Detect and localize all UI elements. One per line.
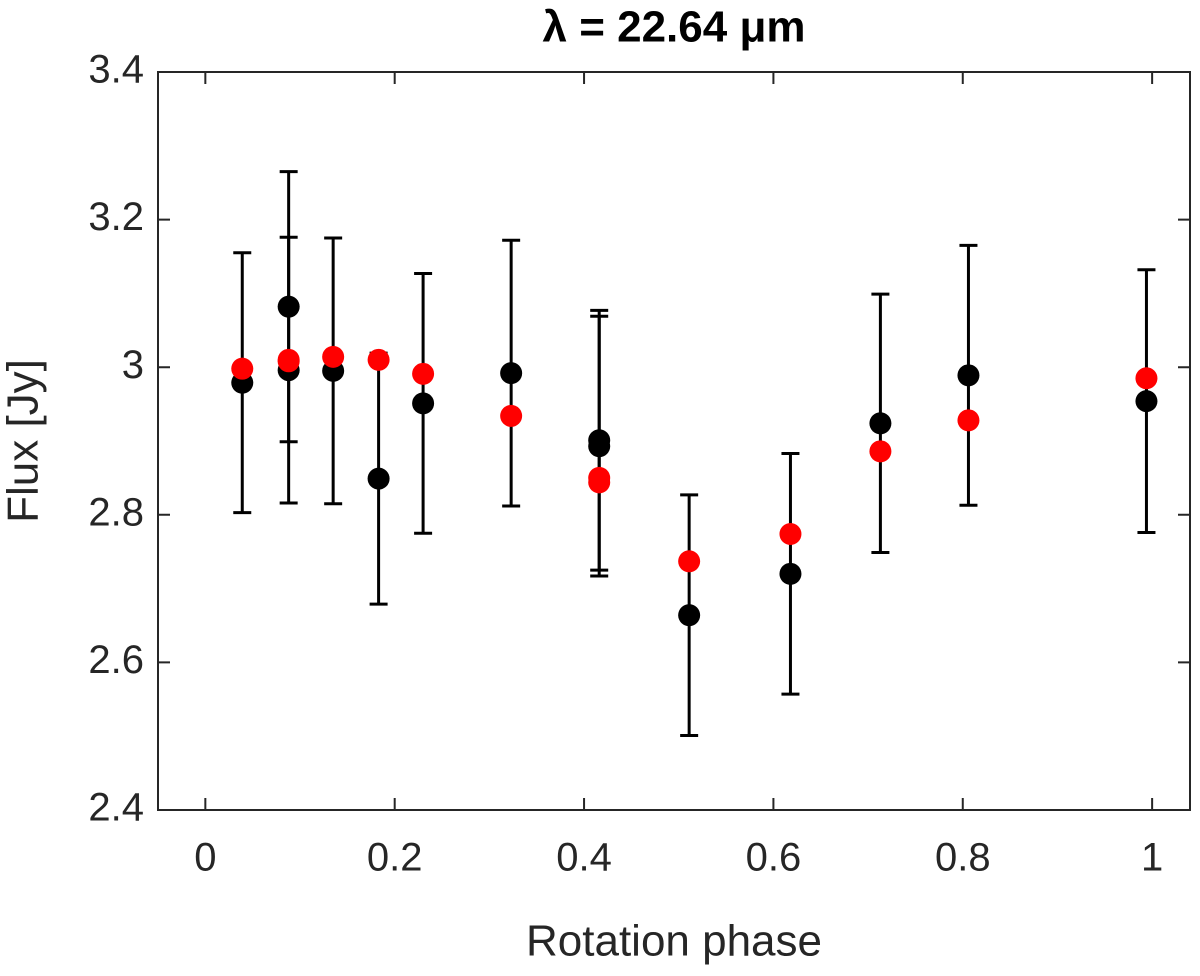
y-axis-label: Flux [Jy] [0, 359, 48, 523]
y-tick-label: 2.4 [88, 786, 144, 830]
data-point [678, 550, 701, 573]
data-point [367, 467, 390, 490]
y-tick-label: 3.4 [88, 48, 144, 92]
x-tick-label: 0.8 [935, 836, 991, 880]
data-point [779, 562, 802, 585]
data-point [231, 357, 254, 380]
chart-title: λ = 22.64 μm [543, 3, 806, 52]
data-point [588, 435, 611, 458]
plot-frame [157, 71, 1191, 811]
data-point [412, 392, 435, 415]
y-tick-label: 2.6 [88, 638, 144, 682]
x-tick-label: 0.4 [556, 836, 612, 880]
data-point [678, 604, 701, 627]
y-tick-label: 2.8 [88, 490, 144, 534]
data-point [277, 350, 300, 373]
y-tick-label: 3.2 [88, 195, 144, 239]
data-point [869, 440, 892, 463]
data-point [322, 345, 345, 368]
x-axis-label: Rotation phase [526, 917, 822, 966]
x-tick-label: 1 [1141, 836, 1163, 880]
data-point [1135, 367, 1158, 390]
x-tick-label: 0.6 [746, 836, 802, 880]
y-tick-label: 3 [122, 343, 144, 387]
data-point [869, 412, 892, 435]
data-point [500, 362, 523, 385]
data-point [588, 471, 611, 494]
data-point [957, 409, 980, 432]
data-point [367, 348, 390, 371]
data-point [500, 404, 523, 427]
x-tick-label: 0 [194, 836, 216, 880]
data-point [412, 362, 435, 385]
data-point [957, 364, 980, 387]
data-point [1135, 390, 1158, 413]
x-tick-label: 0.2 [367, 836, 423, 880]
data-point [779, 522, 802, 545]
data-point [277, 295, 300, 318]
